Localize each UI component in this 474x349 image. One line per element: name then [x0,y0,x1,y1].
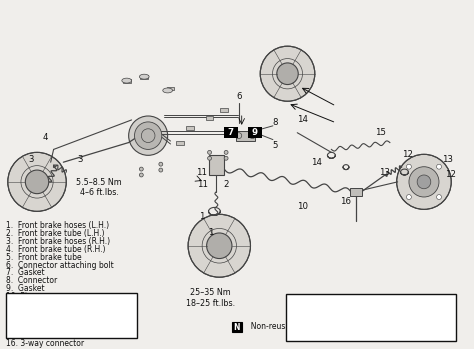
Circle shape [159,162,163,166]
Text: 7: 7 [225,128,237,137]
Ellipse shape [139,74,149,79]
Text: 4.  Front brake tube (R.H.): 4. Front brake tube (R.H.) [6,245,105,254]
Text: 2.  Front brake tube (L.H.): 2. Front brake tube (L.H.) [6,229,104,238]
Bar [285,294,456,341]
Circle shape [139,173,143,177]
Text: 14. Rear brake hoses (R.H.): 14. Rear brake hoses (R.H.) [6,324,110,332]
Text: 1.  Front brake hoses (L.H.): 1. Front brake hoses (L.H.) [6,221,109,230]
Text: 11. Proportioning valve: 11. Proportioning valve [6,300,95,309]
Circle shape [224,156,228,160]
Circle shape [135,122,162,149]
Text: 2: 2 [223,180,229,189]
Circle shape [407,164,411,169]
Text: 13: 13 [442,155,453,164]
Circle shape [159,168,163,172]
Circle shape [437,164,441,169]
Text: 5: 5 [272,141,278,150]
Text: 6.  Connector attaching bolt: 6. Connector attaching bolt [6,260,114,269]
Circle shape [139,167,143,171]
Text: 6: 6 [236,92,242,101]
Circle shape [207,233,232,259]
Text: ●  Draining Brake Fluid: ● Draining Brake Fluid [9,311,103,320]
Circle shape [25,170,49,194]
Text: 16. 3-way connector: 16. 3-way connector [6,339,84,348]
Text: 12: 12 [402,150,413,159]
Circle shape [407,195,411,200]
Text: 4: 4 [43,133,48,142]
Bar [232,322,242,332]
Text: Non-reusable parts: Non-reusable parts [246,322,324,332]
Text: 13. Rear brake tube (L.H.): 13. Rear brake tube (L.H.) [6,315,105,325]
Circle shape [224,150,228,154]
Text: 1: 1 [208,229,213,237]
Circle shape [417,175,431,189]
Text: ●  Refilling Brake Fluid: ● Refilling Brake Fluid [290,312,381,321]
Text: 13: 13 [380,168,391,177]
Bar [140,75,148,79]
Text: 25–35 Nm
18–25 ft.lbs.: 25–35 Nm 18–25 ft.lbs. [186,288,235,307]
Text: 10: 10 [297,202,308,211]
Bar [220,108,228,112]
Text: 15. Rear brake tube (R.H.): 15. Rear brake tube (R.H.) [6,331,106,340]
Text: 14: 14 [297,116,308,125]
Text: 14: 14 [311,158,322,167]
Text: 7.  Gasket: 7. Gasket [6,268,45,277]
Text: 3: 3 [28,155,34,164]
Text: 16: 16 [340,197,352,206]
Circle shape [8,153,66,211]
Text: 9: 9 [249,128,261,137]
Text: 11: 11 [196,168,207,177]
Bar [209,155,224,175]
Circle shape [397,154,451,209]
Text: 8.  Connector: 8. Connector [6,276,57,285]
Text: 9.  Gasket: 9. Gasket [6,284,45,293]
Bar [167,87,174,90]
Text: Post-installation Operation: Post-installation Operation [290,298,438,308]
Circle shape [188,214,250,277]
Circle shape [277,63,298,84]
Text: 3.  Front brake hoses (R.H.): 3. Front brake hoses (R.H.) [6,237,110,246]
Text: 12: 12 [445,170,456,179]
Circle shape [260,46,315,101]
Text: 3: 3 [77,155,82,164]
Circle shape [208,150,211,154]
Text: ●  Bleeding Brake Line: ● Bleeding Brake Line [290,324,382,333]
Circle shape [409,167,439,197]
Text: 1: 1 [199,212,204,221]
Ellipse shape [163,88,173,93]
Bar [6,293,137,338]
Circle shape [437,195,441,200]
Bar [350,188,362,196]
Text: 5.5–8.5 Nm
4–6 ft.lbs.: 5.5–8.5 Nm 4–6 ft.lbs. [76,178,122,197]
Circle shape [128,116,168,155]
Text: 11: 11 [197,180,208,189]
Bar [236,131,255,141]
Circle shape [208,156,211,160]
Ellipse shape [122,78,132,83]
Text: 12. Rear brake hoses (L.H.): 12. Rear brake hoses (L.H.) [6,308,109,317]
Text: N: N [234,323,240,332]
Bar [186,126,194,130]
Bar [176,141,184,144]
Bar [206,116,213,120]
Text: Pre-removal Operation: Pre-removal Operation [9,297,135,307]
Text: 10. Pipe: 10. Pipe [6,292,36,301]
Text: 5.  Front brake tube: 5. Front brake tube [6,253,82,262]
Text: 15: 15 [374,128,386,137]
Bar [123,79,131,83]
Text: 8: 8 [272,118,278,127]
